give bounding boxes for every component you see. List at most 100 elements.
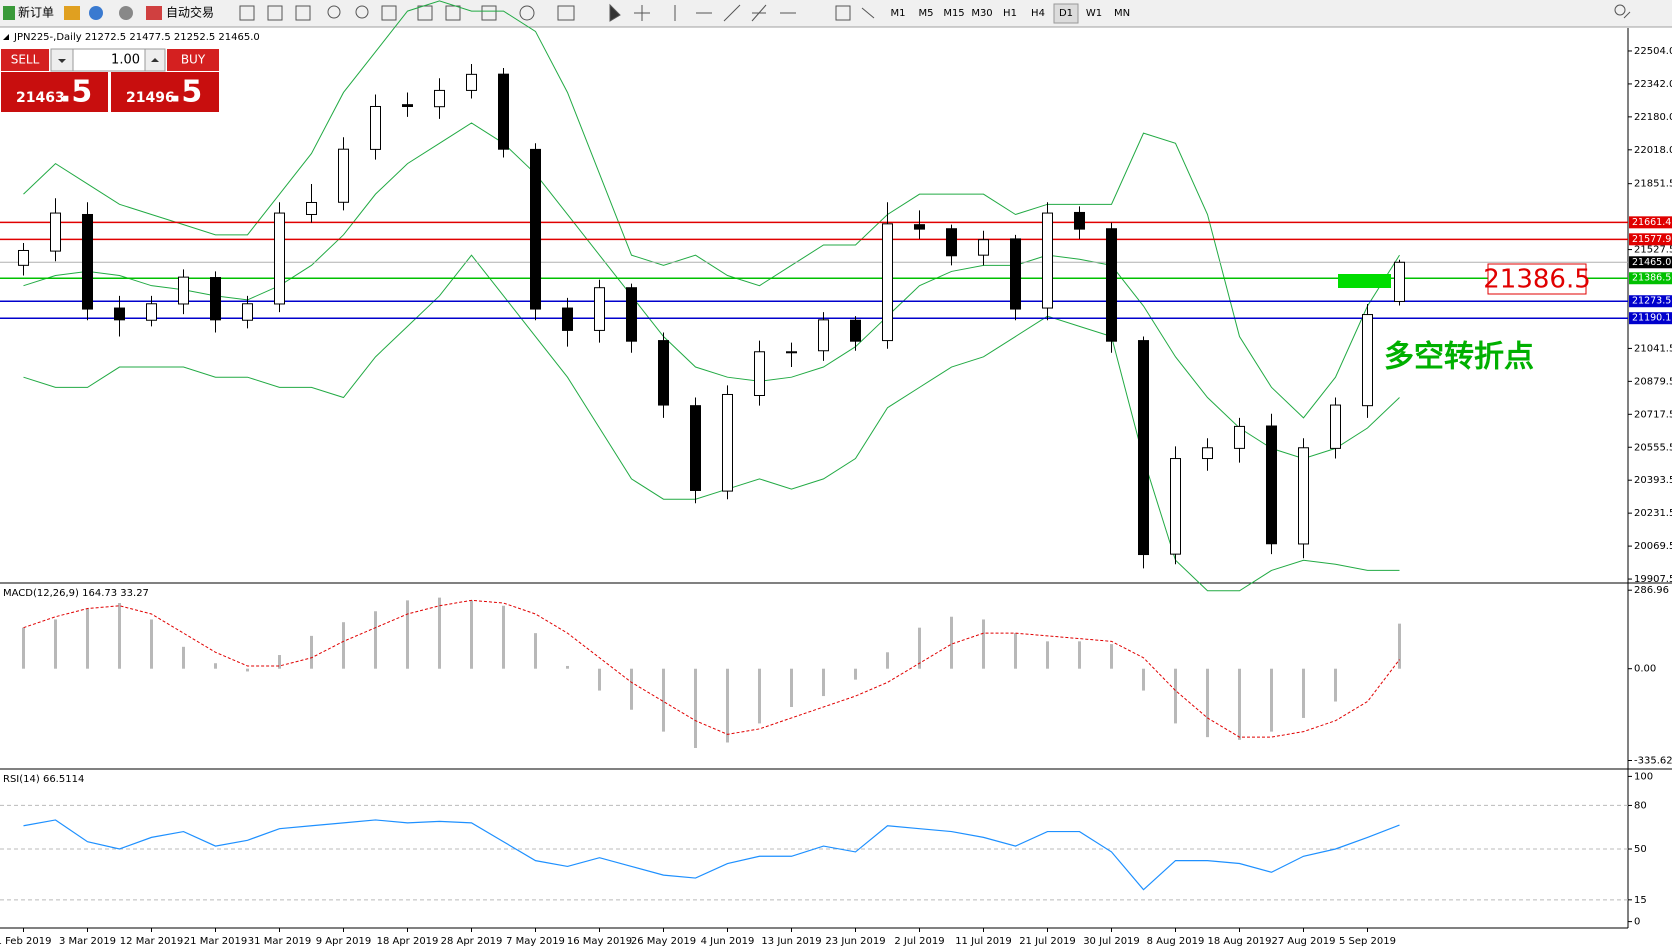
candle-body: [18, 249, 29, 266]
y-tick-label: 20393.5: [1634, 475, 1672, 486]
title-marker: [3, 34, 9, 40]
bid-fraction[interactable]: .5: [60, 75, 92, 110]
timeframe[interactable]: MN: [1114, 8, 1130, 19]
ask-price[interactable]: 21496: [126, 90, 175, 106]
y-tick-label: 22342.0: [1634, 79, 1672, 90]
timeframes: M1 M5 M15 M30 H1 H4 D1 W1 MN: [891, 3, 1130, 24]
ask-box[interactable]: [111, 72, 219, 112]
candle-body: [562, 307, 573, 331]
tool-icon[interactable]: [355, 5, 369, 19]
new-order[interactable]: 新订单: [18, 5, 54, 20]
text-tool[interactable]: [835, 5, 851, 21]
x-tick-label: 21 Mar 2019: [184, 936, 247, 947]
y-tick-label: 15: [1634, 895, 1647, 906]
search-icon[interactable]: [1614, 4, 1626, 16]
candle-body: [882, 223, 893, 342]
candle-body: [82, 213, 93, 310]
search-icon[interactable]: [1623, 11, 1631, 19]
bollinger-middle: [23, 122, 1400, 460]
x-tick-label: 31 Mar 2019: [248, 936, 311, 947]
tool-icon[interactable]: [519, 5, 535, 21]
y-tick-label: 20879.5: [1634, 376, 1672, 387]
timeframe[interactable]: D1: [1059, 8, 1073, 19]
auto-trade-icon[interactable]: [146, 6, 162, 20]
chart-frame: [0, 28, 1672, 951]
candle-body: [1170, 458, 1181, 555]
candle-body: [370, 105, 381, 150]
trendline-tool[interactable]: [723, 4, 741, 22]
price-level-tag: [1629, 216, 1672, 229]
candle-body: [1362, 314, 1373, 407]
price-level-tag: [1629, 256, 1672, 269]
y-tick-label: 20555.5: [1634, 442, 1672, 453]
timeframe[interactable]: M5: [919, 8, 934, 19]
y-tick-label: -335.62: [1634, 756, 1672, 767]
candle-body: [434, 89, 445, 108]
candle-body: [50, 212, 61, 252]
one-click-trading: SELL 1.00 BUY 21463 .5 21496 .5: [0, 48, 219, 113]
tool-icon[interactable]: [481, 5, 497, 21]
x-tick-label: 12 Mar 2019: [120, 936, 183, 947]
tool-icon[interactable]: [119, 6, 133, 20]
tool-icon[interactable]: [381, 5, 397, 21]
lot-value[interactable]: 1.00: [111, 53, 140, 68]
candle-body: [1106, 228, 1117, 342]
timeframe[interactable]: M15: [943, 8, 964, 19]
timeframe[interactable]: H1: [1003, 8, 1017, 19]
x-tick-label: 5 Sep 2019: [1339, 936, 1396, 947]
y-tick-label: 21041.5: [1634, 343, 1672, 354]
tool-icon[interactable]: [557, 5, 575, 21]
bid-box[interactable]: [1, 72, 108, 112]
annotation-box: [1487, 263, 1587, 295]
y-tick-label: 50: [1634, 844, 1647, 855]
timeframe[interactable]: M1: [891, 8, 906, 19]
sell-label[interactable]: SELL: [11, 53, 40, 67]
timeframe[interactable]: H4: [1031, 8, 1045, 19]
candle-body: [658, 340, 669, 406]
x-tick-label: 2 Jul 2019: [894, 936, 944, 947]
tool-icon[interactable]: [89, 6, 103, 20]
arrow-tool[interactable]: [861, 7, 875, 19]
y-tick-label: 286.96: [1634, 585, 1669, 596]
buy-button[interactable]: [167, 49, 219, 71]
candle-body: [306, 201, 317, 215]
tool-icon[interactable]: [295, 5, 311, 21]
new-order-icon[interactable]: [3, 6, 15, 20]
sell-button[interactable]: [1, 49, 49, 71]
candle-body: [1010, 238, 1021, 310]
candle-body: [210, 277, 221, 321]
price-level-label: 21190.1: [1632, 313, 1671, 324]
candle-body: [722, 393, 733, 492]
crosshair-tool[interactable]: [634, 5, 650, 21]
tool-icon[interactable]: [267, 5, 283, 21]
candle-body: [626, 287, 637, 342]
x-tick-label: 27 Aug 2019: [1271, 936, 1335, 947]
tool-icon[interactable]: [445, 5, 461, 21]
tool-icon[interactable]: [239, 5, 255, 21]
price-level-tag: [1629, 295, 1672, 308]
x-tick-label: 1 Feb 2019: [0, 936, 51, 947]
x-tick-label: 21 Jul 2019: [1019, 936, 1076, 947]
candle-body: [978, 239, 989, 256]
buy-label[interactable]: BUY: [181, 53, 206, 67]
candle-body: [1330, 404, 1341, 449]
candle-body: [338, 148, 349, 203]
tool-icon[interactable]: [327, 5, 341, 19]
auto-trade[interactable]: 自动交易: [166, 5, 214, 20]
bid-price[interactable]: 21463: [16, 90, 65, 106]
y-tick-label: 21527.5: [1634, 245, 1672, 256]
ask-fraction[interactable]: .5: [170, 75, 202, 110]
y-tick-label: 0.00: [1634, 664, 1656, 675]
fibo-tool[interactable]: [751, 4, 767, 22]
x-tick-label: 18 Apr 2019: [377, 936, 439, 947]
timeframe[interactable]: W1: [1086, 8, 1102, 19]
candle-body: [1266, 425, 1277, 545]
price-level-label: 21273.5: [1632, 296, 1671, 307]
tool-icon[interactable]: [64, 6, 80, 20]
candle-body: [786, 351, 797, 354]
rsi-line: [23, 819, 1400, 891]
timeframe[interactable]: M30: [971, 8, 992, 19]
cursor-tool[interactable]: [609, 3, 621, 22]
price-level-tag: [1629, 272, 1672, 285]
candle-body: [946, 228, 957, 257]
